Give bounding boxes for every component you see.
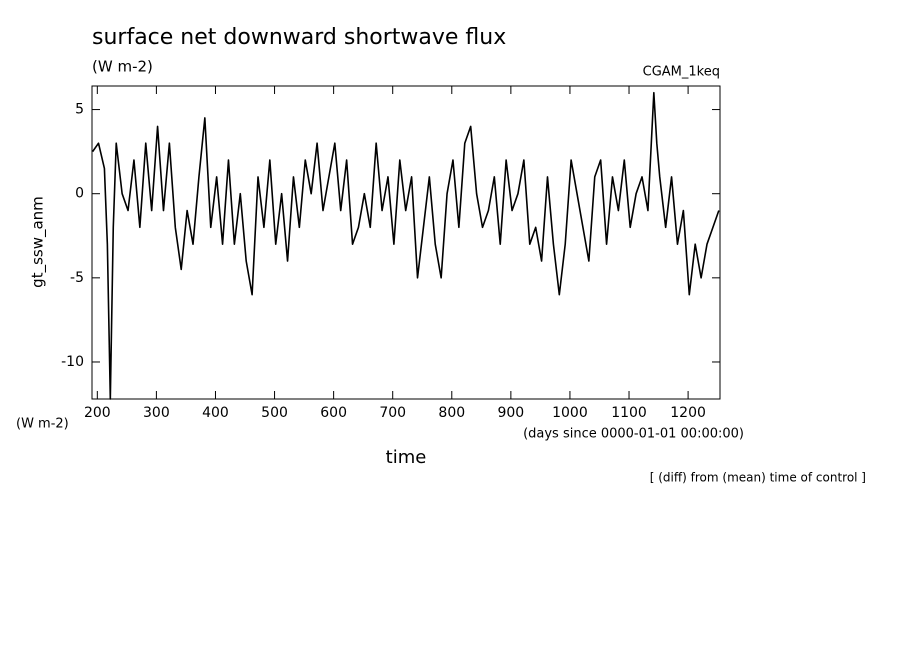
x-tick-label: 400: [202, 405, 229, 421]
y-units: (W m-2): [16, 417, 69, 432]
x-tick-label: 300: [143, 405, 170, 421]
y-tick-label: 0: [75, 186, 84, 202]
x-tick-label: 600: [320, 405, 347, 421]
x-axis-label: time: [386, 447, 427, 468]
x-tick-label: 200: [84, 405, 111, 421]
x-tick-label: 800: [438, 405, 465, 421]
x-units: (days since 0000-01-01 00:00:00): [523, 427, 744, 442]
x-tick-label: 1100: [611, 405, 647, 421]
plot-frame: [91, 85, 721, 400]
x-tick-label: 900: [497, 405, 524, 421]
y-tick-label: 5: [75, 102, 84, 118]
data-line: [91, 91, 720, 400]
x-tick-label: 500: [261, 405, 288, 421]
y-tick-label: -10: [61, 354, 84, 370]
note: [ (diff) from (mean) time of control ]: [650, 471, 866, 485]
x-tick-label: 1000: [552, 405, 588, 421]
chart-subtitle: (W m-2): [92, 58, 153, 76]
y-axis-label: gt_ssw_anm: [29, 196, 48, 288]
x-tick-label: 700: [379, 405, 406, 421]
x-tick-label: 1200: [670, 405, 706, 421]
run-label: CGAM_1keq: [643, 65, 720, 80]
y-tick-label: -5: [70, 270, 84, 286]
chart-title: surface net downward shortwave flux: [92, 25, 506, 50]
